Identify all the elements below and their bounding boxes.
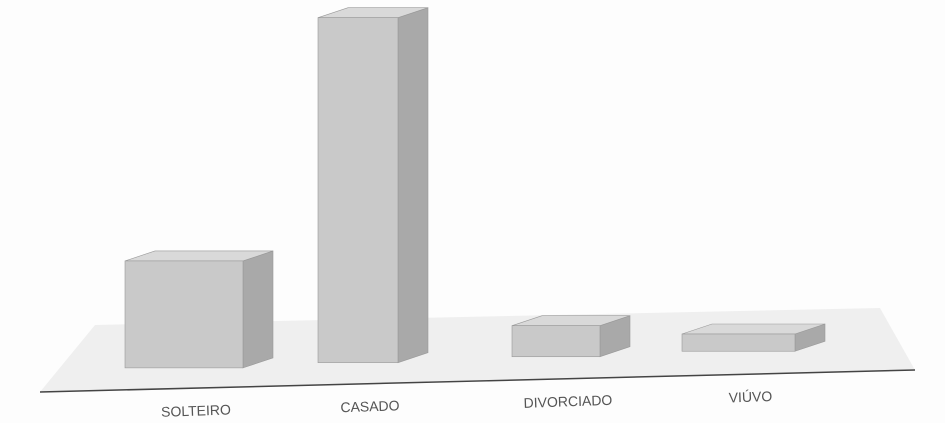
bar: [317, 7, 429, 364]
bar: [511, 315, 631, 358]
x-tick-label: CASADO: [340, 397, 400, 415]
baseline: [39, 369, 916, 393]
bar: [124, 250, 274, 369]
bar-front: [317, 17, 399, 363]
bar-side: [397, 7, 429, 364]
x-tick-label: DIVORCIADO: [523, 392, 612, 411]
bar-front: [681, 333, 796, 352]
x-tick-label: VIÚVO: [728, 388, 772, 406]
bar-side: [242, 250, 274, 369]
bar-front: [511, 325, 601, 358]
bar-front: [124, 260, 244, 369]
bar: [681, 323, 826, 352]
x-tick-label: SOLTEIRO: [161, 401, 231, 419]
